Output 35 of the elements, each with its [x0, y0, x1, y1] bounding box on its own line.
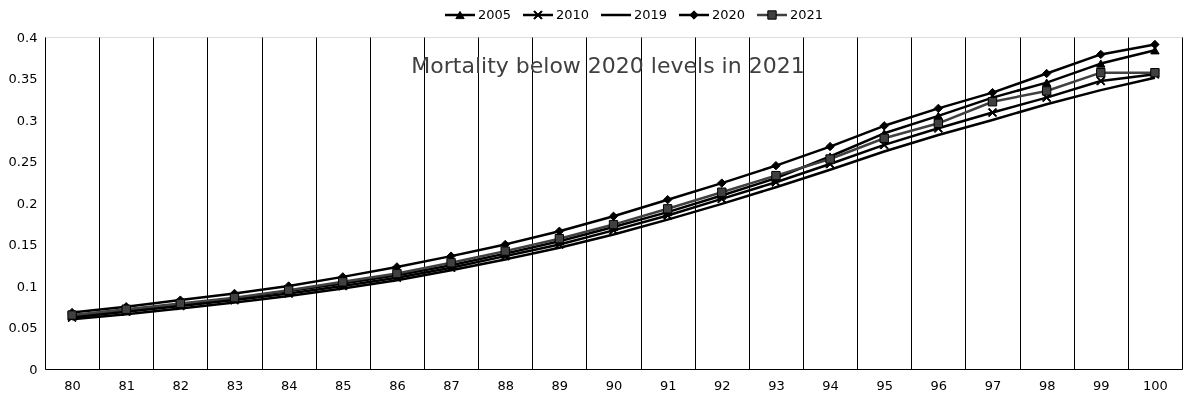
x-tick-label: 93	[768, 377, 785, 393]
y-tick-label: 0.3	[16, 112, 38, 128]
x-tick-label: 96	[930, 377, 948, 393]
x-tick-label: 97	[984, 377, 1002, 393]
x-tick-label: 100	[1143, 377, 1168, 393]
y-tick-label: 0.25	[8, 154, 38, 169]
y-tick-label: 0	[29, 361, 38, 377]
x-tick-label: 86	[389, 377, 406, 393]
y-tick-label: 0.05	[8, 320, 38, 335]
x-tick-label: 82	[172, 377, 190, 393]
x-tick-label: 87	[443, 377, 460, 393]
legend-label: 2019	[634, 7, 668, 22]
y-tick-label: 0.15	[8, 237, 38, 252]
x-tick-label: 98	[1038, 377, 1056, 393]
x-tick-label: 92	[714, 377, 731, 393]
x-tick-label: 94	[822, 377, 839, 393]
y-tick-label: 0.2	[16, 195, 38, 211]
x-tick-label: 83	[226, 377, 244, 393]
x-tick-label: 91	[659, 377, 677, 393]
legend-label: 2005	[478, 7, 512, 22]
legend-label: 2020	[712, 7, 746, 22]
y-tick-label: 0.4	[16, 29, 38, 45]
x-tick-label: 80	[64, 377, 81, 393]
x-tick-label: 99	[1093, 377, 1110, 393]
legend-label: 2021	[790, 7, 824, 22]
x-tick-label: 81	[118, 377, 135, 393]
legend-label: 2010	[556, 7, 590, 22]
x-tick-label: 88	[497, 377, 514, 393]
x-tick-label: 90	[605, 377, 623, 393]
x-tick-label: 89	[551, 377, 569, 393]
x-tick-label: 95	[876, 377, 893, 393]
x-tick-label: 84	[280, 377, 298, 393]
y-tick-label: 0.35	[8, 71, 38, 86]
y-tick-label: 0.1	[16, 278, 38, 294]
x-tick-label: 85	[335, 377, 352, 393]
